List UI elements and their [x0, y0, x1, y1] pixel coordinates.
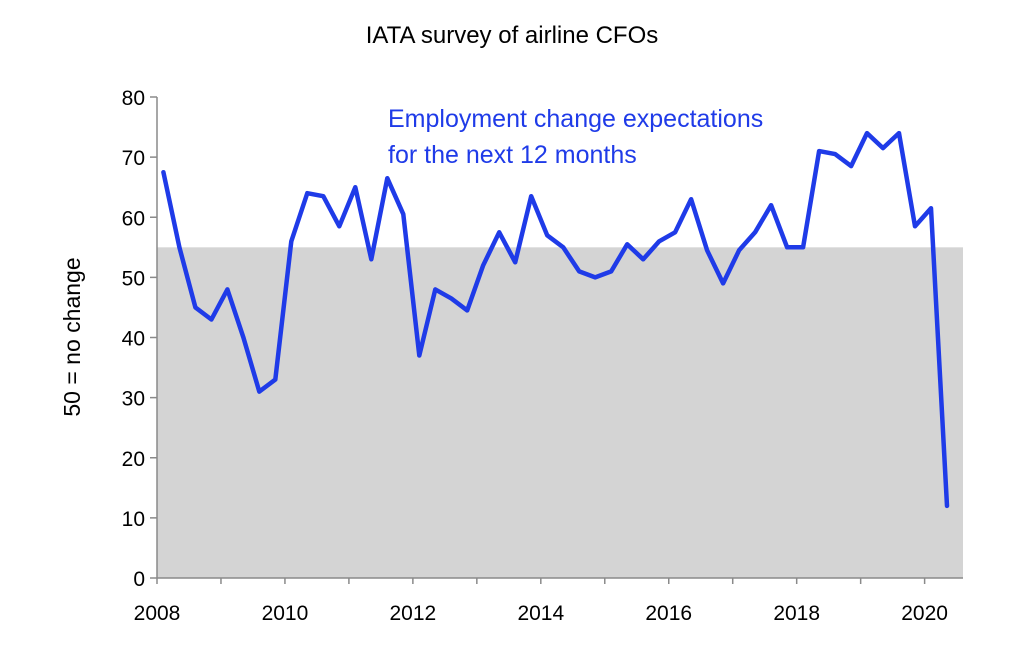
- y-tick-label: 60: [122, 207, 145, 230]
- shaded-band: [157, 247, 963, 578]
- y-tick-label: 70: [122, 147, 145, 170]
- y-tick-label: 40: [122, 328, 145, 351]
- y-tick-label: 0: [133, 568, 145, 591]
- x-tick-label: 2014: [517, 602, 564, 625]
- x-tick-label: 2020: [901, 602, 948, 625]
- y-axis-label: 50 = no change: [59, 257, 85, 416]
- y-tick-label: 20: [122, 448, 145, 471]
- x-tick-label: 2012: [390, 602, 437, 625]
- chart-title: IATA survey of airline CFOs: [365, 22, 659, 49]
- x-tick-label: 2016: [645, 602, 692, 625]
- x-tick-label: 2018: [773, 602, 820, 625]
- x-tick-label: 2008: [134, 602, 181, 625]
- series-line: [161, 130, 950, 509]
- tick-labels: 0 10 20 30 40 50 60 70 80 2008 2010 2012 2014 2016 201…: [122, 87, 948, 625]
- y-tick-label: 30: [122, 388, 145, 411]
- annotation-line-2: for the next 12 months: [388, 141, 637, 169]
- y-tick-label: 10: [122, 508, 145, 531]
- axes: [150, 96, 963, 584]
- annotation-line-1: Employment change expectations: [388, 105, 763, 133]
- x-tick-label: 2010: [262, 602, 309, 625]
- y-tick-label: 50: [122, 267, 145, 290]
- y-tick-label: 80: [122, 87, 145, 110]
